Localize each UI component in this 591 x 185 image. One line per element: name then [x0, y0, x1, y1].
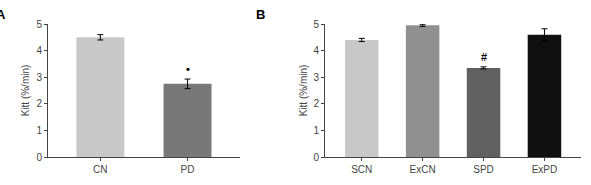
svg-text:3: 3	[36, 72, 42, 83]
svg-text:PD: PD	[181, 164, 195, 175]
svg-text:ExCN: ExCN	[410, 164, 436, 175]
svg-text:#: #	[481, 51, 487, 63]
svg-text:0: 0	[314, 152, 320, 163]
svg-text:A: A	[0, 7, 6, 22]
svg-text:4: 4	[36, 45, 42, 56]
svg-text:5: 5	[314, 19, 320, 30]
svg-text:ExPD: ExPD	[532, 164, 558, 175]
svg-text:4: 4	[314, 45, 320, 56]
svg-text:CN: CN	[93, 164, 107, 175]
svg-text:2: 2	[36, 98, 42, 109]
svg-text:•: •	[186, 63, 190, 75]
svg-text:SPD: SPD	[473, 164, 494, 175]
svg-text:B: B	[256, 7, 265, 22]
svg-text:3: 3	[314, 72, 320, 83]
svg-text:2: 2	[314, 98, 320, 109]
svg-text:1: 1	[314, 125, 320, 136]
svg-text:5: 5	[36, 19, 42, 30]
svg-text:Kitt (%/min): Kitt (%/min)	[20, 65, 31, 117]
svg-text:0: 0	[36, 152, 42, 163]
svg-text:1: 1	[36, 125, 42, 136]
svg-text:SCN: SCN	[351, 164, 372, 175]
svg-text:Kitt (%/min): Kitt (%/min)	[298, 65, 309, 117]
